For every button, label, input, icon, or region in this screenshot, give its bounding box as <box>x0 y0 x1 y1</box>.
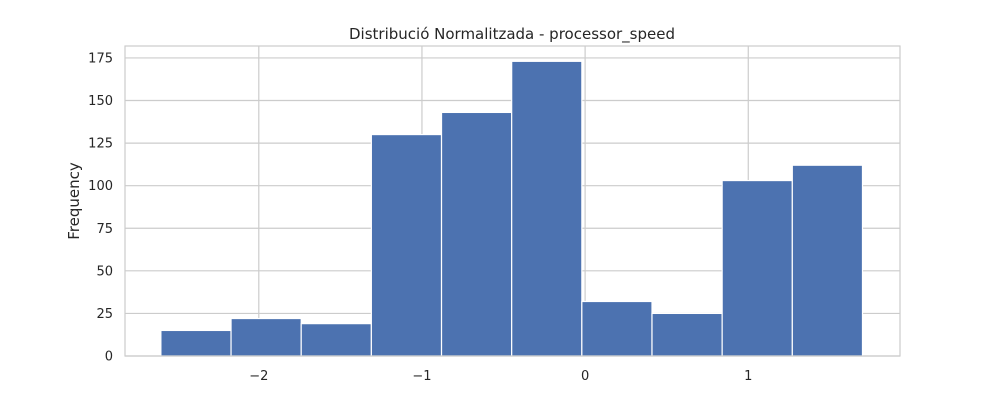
y-tick-label: 100 <box>88 179 113 194</box>
histogram-bar <box>791 164 864 357</box>
x-tick-label: −2 <box>249 369 268 384</box>
ticks-layer: 0 25 50 75 100 125 150 175 −2 −1 0 1 <box>88 51 752 384</box>
histogram-bar <box>440 111 513 357</box>
chart-title: Distribució Normalitzada - processor_spe… <box>349 25 675 44</box>
histogram-bar <box>651 312 723 357</box>
x-tick-label: −1 <box>412 369 431 384</box>
y-tick-label: 75 <box>96 222 113 237</box>
x-tick-label: 1 <box>744 369 752 384</box>
plot-frame <box>124 45 901 357</box>
histogram-bar <box>370 133 443 357</box>
y-tick-label: 0 <box>105 350 113 365</box>
y-tick-label: 175 <box>88 51 113 66</box>
y-tick-label: 25 <box>96 307 113 322</box>
histogram-bar <box>160 329 232 357</box>
bars-layer <box>160 60 864 357</box>
y-tick-label: 50 <box>96 264 113 279</box>
y-axis-label: Frequency <box>65 162 83 240</box>
y-tick-label: 125 <box>88 137 113 152</box>
histogram-bar <box>300 323 372 357</box>
histogram-bar <box>511 60 583 357</box>
histogram-bar <box>230 317 302 357</box>
x-tick-label: 0 <box>581 369 589 384</box>
histogram-bar <box>581 300 653 357</box>
y-tick-label: 150 <box>88 94 113 109</box>
histogram-bar <box>721 179 793 357</box>
